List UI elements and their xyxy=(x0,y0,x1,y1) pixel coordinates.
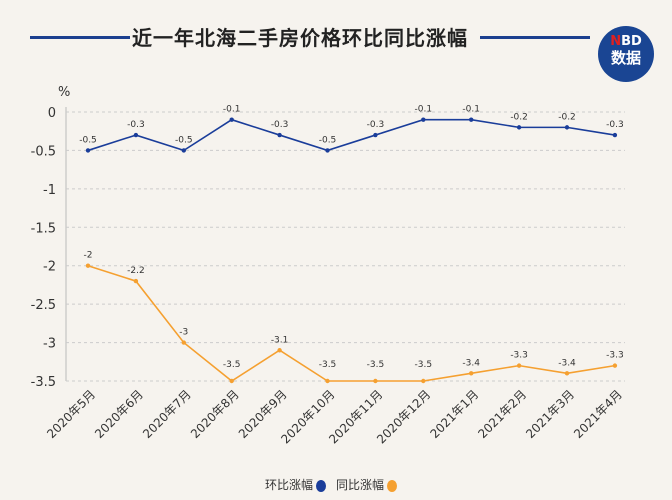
data-label: -0.5 xyxy=(79,135,97,145)
data-point xyxy=(133,278,139,284)
data-label: -3.5 xyxy=(367,360,385,370)
data-point xyxy=(325,148,330,153)
x-tick-label: 2021年2月 xyxy=(475,387,529,441)
chart-title: 近一年北海二手房价格环比同比涨幅 xyxy=(132,26,468,50)
legend-label: 同比涨幅 xyxy=(336,478,385,492)
data-point xyxy=(325,378,330,384)
data-label: -0.3 xyxy=(127,120,145,130)
data-point xyxy=(421,378,426,384)
data-point xyxy=(469,117,474,122)
x-tick-label: 2020年7月 xyxy=(140,387,194,441)
title-backdrop xyxy=(130,18,480,58)
data-point xyxy=(612,132,618,138)
legend: 环比涨幅 同比涨幅 xyxy=(0,476,672,493)
legend-marker-icon xyxy=(316,479,326,492)
data-label: -3.4 xyxy=(558,358,576,368)
x-tick-label: 2021年3月 xyxy=(523,387,577,441)
data-label: -0.3 xyxy=(606,120,624,130)
x-tick-label: 2021年4月 xyxy=(571,387,625,441)
data-label: -3.3 xyxy=(510,351,528,361)
x-tick-label: 2020年6月 xyxy=(92,387,146,441)
data-label: -3.4 xyxy=(462,358,480,368)
data-point xyxy=(373,132,378,138)
y-tick-label: -0.5 xyxy=(31,144,56,159)
data-point xyxy=(469,371,474,376)
y-tick-label: -3.5 xyxy=(31,375,56,390)
data-point xyxy=(277,348,282,353)
y-tick-label: -2.5 xyxy=(31,298,56,313)
data-point xyxy=(564,125,570,130)
y-tick-label: -3 xyxy=(43,337,56,352)
data-label: -0.1 xyxy=(223,105,241,115)
logo-subtext: 数据 xyxy=(610,49,641,67)
logo-accent: N xyxy=(610,34,622,49)
data-label: -0.5 xyxy=(175,135,193,145)
data-label: -2.2 xyxy=(127,266,145,276)
data-label: -3.5 xyxy=(415,360,433,370)
series-line-1 xyxy=(87,264,616,382)
x-tick-label: 2020年5月 xyxy=(44,387,98,441)
data-point xyxy=(516,363,522,368)
data-point xyxy=(181,148,186,153)
data-point xyxy=(277,132,282,138)
data-point xyxy=(229,378,234,384)
data-label: -0.1 xyxy=(415,105,433,115)
y-tick-label: -1.5 xyxy=(31,221,56,236)
series-line-0 xyxy=(87,118,616,152)
legend-marker-icon xyxy=(387,479,398,492)
x-tick-label: 2020年8月 xyxy=(188,387,242,441)
data-point xyxy=(564,371,570,376)
data-label: -0.3 xyxy=(367,120,385,130)
data-label: -3.3 xyxy=(606,351,624,361)
data-point xyxy=(229,117,234,122)
data-point xyxy=(516,125,522,130)
data-label: -0.5 xyxy=(319,135,337,145)
data-label: -2 xyxy=(84,251,93,261)
data-point xyxy=(133,132,139,138)
y-tick-label: -1 xyxy=(43,183,56,198)
logo-text: BD xyxy=(621,34,642,49)
y-tick-label: 0 xyxy=(48,106,56,121)
data-label: -3 xyxy=(179,328,188,338)
mbd-logo: NBD 数据 xyxy=(598,26,654,82)
data-point xyxy=(612,363,618,368)
data-label: -3.5 xyxy=(223,360,241,370)
legend-label: 环比涨幅 xyxy=(264,478,313,492)
data-label: -3.5 xyxy=(319,360,337,370)
data-label: -0.3 xyxy=(271,120,289,130)
data-point xyxy=(181,340,186,345)
data-point xyxy=(85,148,91,153)
data-point xyxy=(85,263,91,268)
y-tick-label: -2 xyxy=(43,260,56,275)
x-tick-label: 2021年1月 xyxy=(427,387,481,441)
data-point xyxy=(373,378,378,384)
data-label: -0.1 xyxy=(462,105,480,115)
data-label: -3.1 xyxy=(271,335,289,345)
y-axis-unit: % xyxy=(58,85,70,100)
data-point xyxy=(421,117,426,122)
data-label: -0.2 xyxy=(510,112,528,122)
data-label: -0.2 xyxy=(558,112,576,122)
